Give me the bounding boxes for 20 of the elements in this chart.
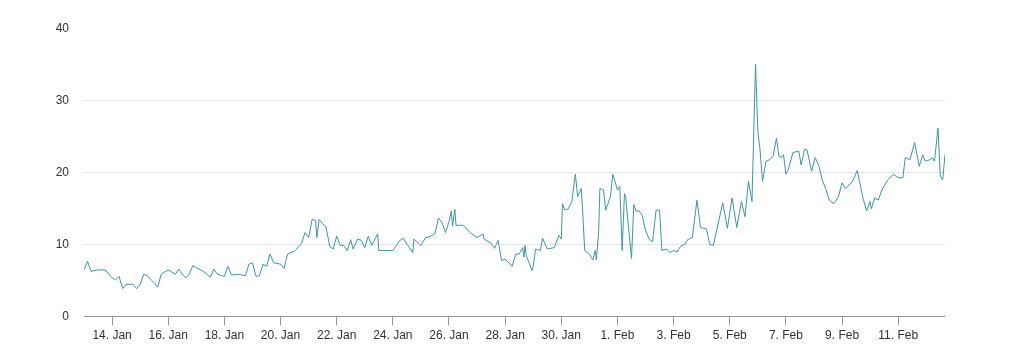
x-tick-label: 28. Jan xyxy=(485,328,525,343)
x-tick-label: 30. Jan xyxy=(541,328,581,343)
y-tick-label: 10 xyxy=(55,237,70,252)
x-tick-label: 26. Jan xyxy=(429,328,469,343)
y-tick-label: 20 xyxy=(55,165,70,180)
y-tick-label: 30 xyxy=(55,93,70,108)
y-tick-label: 0 xyxy=(62,309,70,324)
x-tick-label: 24. Jan xyxy=(373,328,413,343)
x-tick-label: 11. Feb xyxy=(878,328,919,343)
x-tick-label: 18. Jan xyxy=(204,328,245,343)
x-tick-label: 7. Feb xyxy=(768,328,804,343)
x-tick-label: 22. Jan xyxy=(316,328,357,343)
x-tick-label: 14. Jan xyxy=(92,328,132,343)
x-tick-label: 5. Feb xyxy=(712,328,748,343)
x-tick-label: 9. Feb xyxy=(825,328,860,343)
x-tick-label: 3. Feb xyxy=(656,328,691,343)
x-tick-label: 20. Jan xyxy=(260,328,301,343)
x-tick-label: 1. Feb xyxy=(600,328,635,343)
y-tick-label: 40 xyxy=(55,21,70,36)
x-tick-label: 16. Jan xyxy=(148,328,188,343)
